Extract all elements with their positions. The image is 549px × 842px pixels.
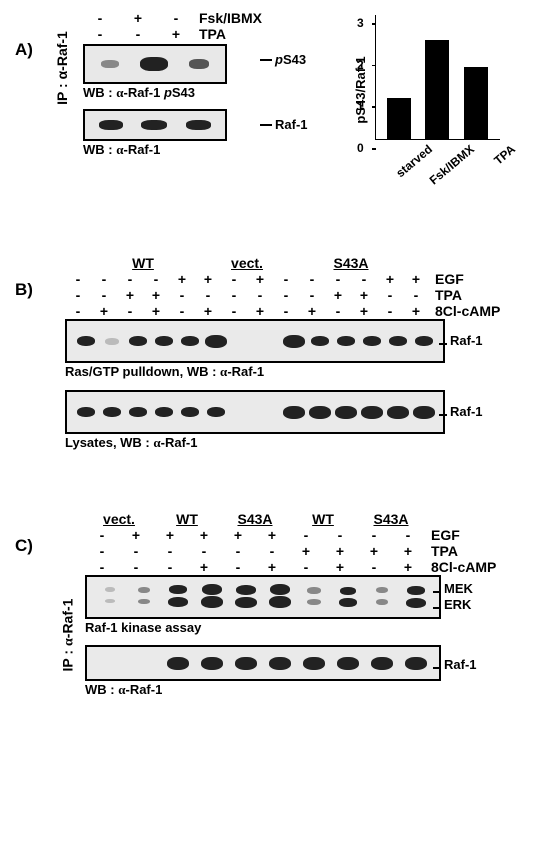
panel-c-groups: vect. WT S43A WT S43A — [85, 511, 515, 527]
panel-a-blot2-caption: WB : α-Raf-1 — [83, 142, 295, 158]
panel-c-blot2: Raf-1 — [85, 645, 441, 681]
chart-bar — [464, 67, 488, 140]
panel-a-blot1: pS43 — [83, 44, 227, 84]
panel-c-blot1: MEK ERK — [85, 575, 441, 619]
chart-bars — [375, 15, 500, 140]
panel-b-blot1-caption: Ras/GTP pulldown, WB : α-Raf-1 — [65, 364, 549, 380]
panel-a-blot2: Raf-1 — [83, 109, 227, 141]
panel-c-ip-label: IP : α-Raf-1 — [59, 599, 77, 672]
panel-c: C) IP : α-Raf-1 vect. WT S43A WT S43A -+… — [10, 511, 549, 698]
panel-b-groups: WT vect. S43A — [65, 255, 495, 271]
panel-b-treatments: ----++-+----++EGF--++------++--TPA-+-+-+… — [65, 271, 495, 319]
chart-bar — [387, 98, 411, 140]
panel-b-label: B) — [15, 280, 33, 300]
panel-a-ip-label: IP : α-Raf-1 — [54, 31, 70, 105]
panel-b-blot2-caption: Lysates, WB : α-Raf-1 — [65, 435, 549, 451]
panel-b-blot2: Raf-1 — [65, 390, 445, 434]
panel-a-label: A) — [15, 40, 33, 60]
panel-a-chart: pS43/Raf-1 0123 starvedFsk/IBMXTPA — [345, 10, 505, 170]
panel-c-label: C) — [15, 536, 33, 556]
panel-a: A) IP : α-Raf-1 - + - Fsk/IBMX - - + TPA… — [10, 10, 549, 200]
panel-c-treatments: -+++++----EGF------++++TPA---+-+-+-+8Cl-… — [85, 527, 515, 575]
panel-c-blot1-caption: Raf-1 kinase assay — [85, 620, 549, 635]
panel-c-blot2-caption: WB : α-Raf-1 — [85, 682, 549, 698]
panel-b-blot1: Raf-1 — [65, 319, 445, 363]
panel-a-treatments: - + - Fsk/IBMX - - + TPA — [85, 10, 295, 42]
panel-b: B) WT vect. S43A ----++-+----++EGF--++--… — [10, 255, 549, 451]
panel-a-blot1-caption: WB : α-Raf-1 pS43 — [83, 85, 295, 101]
chart-bar — [425, 40, 449, 140]
